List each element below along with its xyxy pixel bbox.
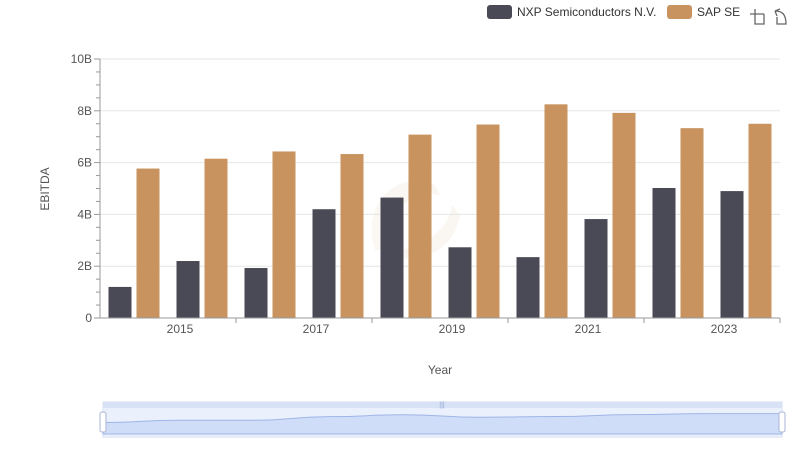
bar-sap-2023[interactable] <box>748 123 772 318</box>
y-tick-label: 2B <box>77 259 92 273</box>
bar-nxp-2018[interactable] <box>380 197 404 318</box>
bar-sap-2018[interactable] <box>408 134 432 318</box>
slider-handle-right[interactable] <box>778 411 786 433</box>
x-axis: 2015 2017 2019 2021 2023 <box>100 317 781 336</box>
legend-item-sap[interactable]: SAP SE <box>667 5 740 19</box>
data-zoom-slider[interactable]: ||| <box>99 401 786 438</box>
bar-sap-2022[interactable] <box>680 128 704 318</box>
bar-sap-2014[interactable] <box>136 168 160 318</box>
legend-swatch <box>667 5 692 19</box>
legend[interactable]: NXP Semiconductors N.V. SAP SE <box>487 5 740 19</box>
y-tick-label: 0 <box>85 311 92 325</box>
restore-icon[interactable] <box>750 9 765 25</box>
slider-top-bar[interactable] <box>103 402 782 408</box>
bar-nxp-2020[interactable] <box>516 257 540 318</box>
x-tick-label: 2015 <box>167 322 194 336</box>
y-axis-title: EBITDA <box>38 167 52 210</box>
x-tick-label: 2019 <box>439 322 466 336</box>
y-tick-label: 10B <box>71 52 92 66</box>
bar-nxp-2014[interactable] <box>108 286 132 318</box>
bar-nxp-2021[interactable] <box>584 219 608 318</box>
y-tick-label: 8B <box>77 104 92 118</box>
bar-nxp-2015[interactable] <box>176 261 200 318</box>
slider-area-line <box>102 413 783 435</box>
grid <box>100 58 780 319</box>
x-tick-label: 2023 <box>711 322 738 336</box>
bar-nxp-2022[interactable] <box>652 187 676 318</box>
legend-label: SAP SE <box>697 5 740 19</box>
x-tick-label: 2017 <box>303 322 330 336</box>
bar-nxp-2023[interactable] <box>720 191 744 318</box>
bar-nxp-2019[interactable] <box>448 247 472 318</box>
y-tick-label: 4B <box>77 207 92 221</box>
bar-sap-2020[interactable] <box>544 104 568 318</box>
bar-sap-2016[interactable] <box>272 151 296 318</box>
bar-sap-2017[interactable] <box>340 154 364 318</box>
bar-sap-2015[interactable] <box>204 158 228 318</box>
bars <box>108 104 772 318</box>
slider-handle-left[interactable] <box>99 411 107 433</box>
legend-label: NXP Semiconductors N.V. <box>517 5 656 19</box>
bar-sap-2021[interactable] <box>612 112 636 318</box>
bar-sap-2019[interactable] <box>476 124 500 318</box>
y-axis: 0 2B 4B 6B 8B 10B <box>71 52 101 325</box>
bar-nxp-2016[interactable] <box>244 268 268 318</box>
bar-nxp-2017[interactable] <box>312 209 336 318</box>
legend-item-nxp[interactable]: NXP Semiconductors N.V. <box>487 5 656 19</box>
zoom-icon[interactable] <box>774 8 787 25</box>
slider-grip[interactable]: ||| <box>439 402 445 409</box>
x-tick-label: 2021 <box>575 322 602 336</box>
y-tick-label: 6B <box>77 156 92 170</box>
x-axis-title: Year <box>428 363 452 377</box>
legend-swatch <box>487 5 512 19</box>
